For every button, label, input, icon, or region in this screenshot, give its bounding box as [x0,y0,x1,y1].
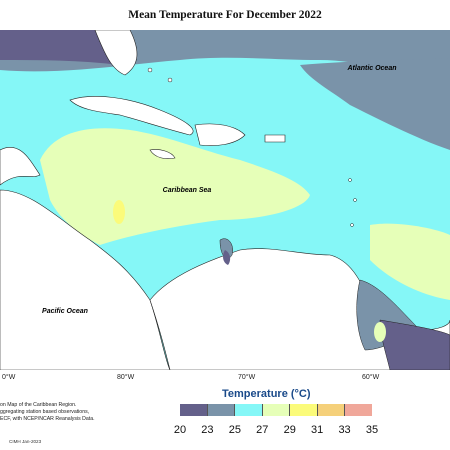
legend-swatch [262,404,291,416]
legend-tick-label: 27 [256,424,269,436]
legend-swatch [290,404,318,416]
legend-swatch [317,404,346,416]
credit-date: CIMH Jan-2023 [9,439,42,444]
legend-swatch [180,404,208,416]
map-title: Mean Temperature For December 2022 [128,9,322,21]
lon-label-0: 0°W [2,374,16,381]
label-atlantic: Atlantic Ocean [346,65,396,72]
credit-line-2: ggregating station based observations, [0,409,90,415]
credit-line-3: ECF, with NCEP/NCAR Reanalysis Data. [0,416,95,422]
legend-swatch [235,404,263,416]
legend-colorbar [180,404,373,416]
legend-tick-label: 31 [311,424,324,436]
legend-tick-label: 23 [201,424,214,436]
legend-swatch [207,404,236,416]
legend-tick-label: 29 [283,424,296,436]
label-caribbean: Caribbean Sea [163,187,212,194]
legend-tick-label: 33 [338,424,351,436]
credit-line-1: on Map of the Caribbean Region. [0,402,77,408]
legend-tick-label: 25 [228,424,241,436]
credit-text: on Map of the Caribbean Region. ggregati… [0,402,120,423]
label-pacific: Pacific Ocean [42,308,88,315]
legend-tick-label: 35 [365,424,379,436]
temperature-map: Atlantic Ocean Caribbean Sea Pacific Oce… [0,30,450,370]
lon-label-80: 80°W [117,374,135,381]
lon-label-60: 60°W [362,374,380,381]
legend-swatch [345,404,373,416]
lon-label-70: 70°W [238,374,256,381]
legend-tick-label: 20 [173,424,187,436]
legend-title: Temperature (°C) [222,388,311,400]
